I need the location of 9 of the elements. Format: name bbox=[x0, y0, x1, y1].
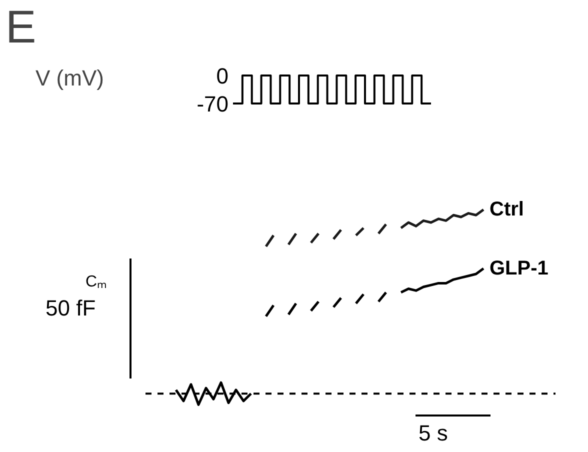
series-label: Ctrl bbox=[490, 198, 524, 221]
text: 50 fF bbox=[46, 296, 96, 320]
y-tick-label: -70 bbox=[196, 92, 228, 116]
y-axis-title: V (mV) bbox=[36, 66, 104, 90]
text: 5 s bbox=[418, 420, 448, 446]
chart-title: E bbox=[6, 0, 36, 52]
y-tick-label: 0 bbox=[216, 64, 229, 88]
text: Cₘ bbox=[86, 274, 108, 290]
series-label: GLP-1 bbox=[490, 258, 548, 280]
